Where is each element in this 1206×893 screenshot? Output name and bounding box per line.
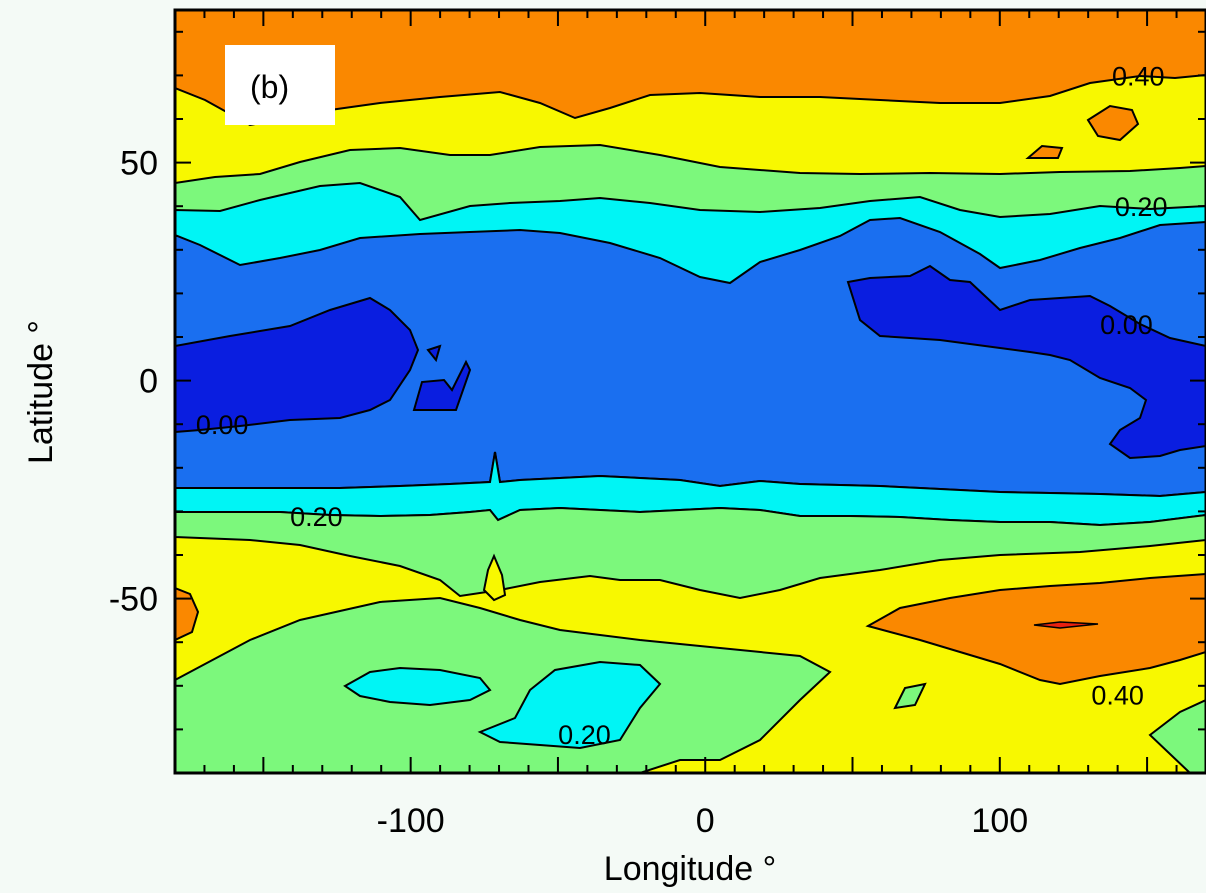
plot-frame [173, 8, 1206, 775]
fill-south-030-pocket [482, 553, 507, 602]
x-tick-label: 100 [971, 802, 1028, 840]
contour-fills [175, 10, 1206, 773]
y-tick-label: 0 [139, 363, 158, 401]
fill-se-020-islet [893, 682, 927, 710]
contour-label: 0.00 [196, 410, 249, 440]
x-tick-labels: -100 0 100 [377, 802, 1029, 840]
contour-label: 0.20 [290, 502, 343, 532]
x-axis-title: Longitude ° [604, 850, 776, 888]
fill-south-010-pocket-b [477, 660, 662, 750]
fill-north-040-islet-b [1025, 144, 1064, 159]
contour-label: 0.40 [1112, 61, 1165, 91]
fill-south-040 [865, 572, 1206, 686]
y-axis-title: Latitude ° [22, 320, 60, 464]
fill-west-neg-islet-a [412, 359, 472, 411]
fill-south-020 [175, 506, 1206, 600]
fill-east-neg [846, 264, 1206, 460]
y-tick-label: 50 [120, 145, 158, 183]
x-tick-label: -100 [377, 802, 445, 840]
fill-west-neg-islet-b [426, 344, 442, 363]
fill-south-020-lobe [175, 596, 832, 773]
contour-label: 0.20 [558, 720, 611, 750]
fill-north-040-islet-a [1086, 104, 1140, 142]
contour-label: 0.40 [1091, 681, 1144, 711]
x-tick-label: 0 [696, 802, 715, 840]
fill-se-020 [1148, 698, 1206, 773]
fill-south-010-pocket-a [343, 666, 492, 707]
axis-ticks [174, 10, 1206, 774]
panel-label-box [225, 45, 335, 125]
contour-label: 0.00 [1100, 310, 1153, 340]
y-tick-label: -50 [109, 581, 158, 619]
panel-label: (b) [250, 69, 289, 105]
contour-labels: 0.40 0.20 0.00 0.00 0.20 0.40 0.20 [196, 61, 1168, 749]
y-tick-labels: -50 0 50 [109, 145, 158, 619]
fill-south-050 [1033, 621, 1099, 629]
contour-label: 0.20 [1115, 192, 1168, 222]
fill-west-neg [175, 296, 420, 434]
fill-west-040 [175, 586, 200, 642]
